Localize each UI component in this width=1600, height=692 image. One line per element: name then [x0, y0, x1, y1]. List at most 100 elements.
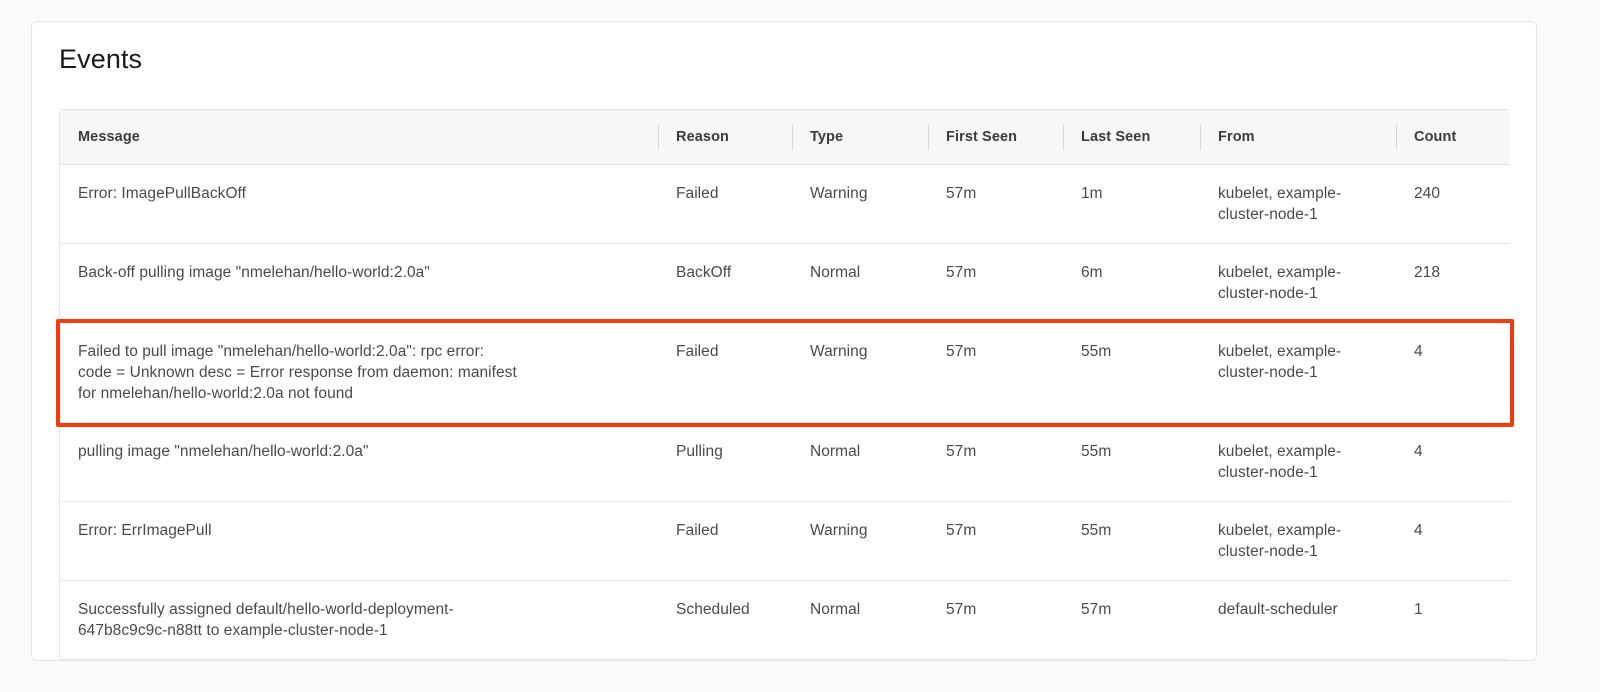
cell-count-line: 1	[1414, 600, 1423, 618]
cell-count-line: 4	[1414, 442, 1423, 460]
cell-last-seen: 55m	[1063, 422, 1200, 502]
cell-from: kubelet, example-cluster-node-1	[1200, 322, 1396, 423]
events-table-container: Message Reason Type First Seen Last Seen…	[56, 109, 1514, 661]
cell-reason: Scheduled	[658, 580, 792, 660]
table-row[interactable]: Error: ErrImagePull Failed Warning 57m 55m ku…	[60, 501, 1510, 581]
table-row[interactable]: pulling image "nmelehan/hello-world:2.0a…	[60, 422, 1510, 502]
cell-first-seen-line: 57m	[946, 263, 977, 281]
cell-reason: Pulling	[658, 422, 792, 502]
cell-reason: Failed	[658, 164, 792, 244]
cell-last-seen-line: 6m	[1081, 263, 1103, 281]
cell-from-line: cluster-node-1	[1218, 542, 1318, 560]
cell-from-line: kubelet, example-	[1218, 263, 1342, 281]
cell-reason-line: Failed	[676, 521, 719, 539]
cell-type: Normal	[792, 243, 928, 323]
cell-reason-line: BackOff	[676, 263, 732, 281]
cell-from-line: kubelet, example-	[1218, 521, 1342, 539]
cell-last-seen: 55m	[1063, 501, 1200, 581]
cell-first-seen-line: 57m	[946, 342, 977, 360]
cell-first-seen-line: 57m	[946, 521, 977, 539]
cell-reason: Failed	[658, 501, 792, 581]
cell-from-line: cluster-node-1	[1218, 463, 1318, 481]
cell-from-line: cluster-node-1	[1218, 284, 1318, 302]
cell-count: 240	[1396, 164, 1510, 244]
cell-last-seen-line: 55m	[1081, 442, 1112, 460]
cell-message: Error: ErrImagePull	[60, 501, 658, 581]
cell-type: Normal	[792, 422, 928, 502]
cell-message-line: Failed to pull image "nmelehan/hello-wor…	[78, 342, 485, 360]
cell-reason-line: Failed	[676, 184, 719, 202]
cell-count-line: 4	[1414, 521, 1423, 539]
cell-count: 4	[1396, 501, 1510, 581]
cell-count: 218	[1396, 243, 1510, 323]
cell-message-line: Successfully assigned default/hello-worl…	[78, 600, 454, 618]
cell-count-line: 4	[1414, 342, 1423, 360]
column-header-last-seen[interactable]: Last Seen	[1063, 110, 1200, 165]
table-body: Error: ImagePullBackOff Failed Warning 57m 1…	[60, 164, 1510, 660]
table-header-row: Message Reason Type First Seen Last Seen…	[60, 110, 1510, 165]
cell-message-line: for nmelehan/hello-world:2.0a not found	[78, 384, 354, 402]
cell-type-line: Warning	[810, 184, 868, 202]
cell-count: 4	[1396, 322, 1510, 423]
cell-first-seen: 57m	[928, 501, 1063, 581]
events-table: Message Reason Type First Seen Last Seen…	[60, 110, 1510, 660]
cell-reason-line: Scheduled	[676, 600, 750, 618]
column-header-reason[interactable]: Reason	[658, 110, 792, 165]
cell-last-seen: 1m	[1063, 164, 1200, 244]
cell-count-line: 218	[1414, 263, 1441, 281]
column-header-count[interactable]: Count	[1396, 110, 1510, 165]
cell-last-seen: 57m	[1063, 580, 1200, 660]
page-title: Events	[59, 44, 143, 74]
cell-first-seen: 57m	[928, 322, 1063, 423]
column-header-first-seen[interactable]: First Seen	[928, 110, 1063, 165]
cell-type: Warning	[792, 501, 928, 581]
cell-from: kubelet, example-cluster-node-1	[1200, 422, 1396, 502]
cell-last-seen-line: 1m	[1081, 184, 1103, 202]
cell-from-line: kubelet, example-	[1218, 184, 1342, 202]
cell-last-seen-line: 57m	[1081, 600, 1112, 618]
cell-count: 1	[1396, 580, 1510, 660]
cell-from-line: default-scheduler	[1218, 600, 1338, 618]
cell-first-seen: 57m	[928, 422, 1063, 502]
cell-message: Failed to pull image "nmelehan/hello-wor…	[60, 322, 658, 423]
cell-from-line: cluster-node-1	[1218, 363, 1318, 381]
cell-message: pulling image "nmelehan/hello-world:2.0a…	[60, 422, 658, 502]
table-row[interactable]: Failed to pull image "nmelehan/hello-wor…	[60, 322, 1510, 423]
cell-type-line: Normal	[810, 263, 861, 281]
cell-first-seen: 57m	[928, 243, 1063, 323]
cell-message-line: Error: ImagePullBackOff	[78, 184, 246, 202]
table-header: Message Reason Type First Seen Last Seen…	[60, 110, 1510, 165]
cell-count-line: 240	[1414, 184, 1441, 202]
cell-message: Back-off pulling image "nmelehan/hello-w…	[60, 243, 658, 323]
table-row[interactable]: Back-off pulling image "nmelehan/hello-w…	[60, 243, 1510, 323]
cell-type: Normal	[792, 580, 928, 660]
cell-reason: Failed	[658, 322, 792, 423]
cell-message-line: Error: ErrImagePull	[78, 521, 212, 539]
cell-from-line: kubelet, example-	[1218, 342, 1342, 360]
cell-first-seen: 57m	[928, 580, 1063, 660]
cell-count: 4	[1396, 422, 1510, 502]
cell-first-seen: 57m	[928, 164, 1063, 244]
column-header-type[interactable]: Type	[792, 110, 928, 165]
cell-message: Error: ImagePullBackOff	[60, 164, 658, 244]
table-row[interactable]: Error: ImagePullBackOff Failed Warning 57m 1…	[60, 164, 1510, 244]
cell-first-seen-line: 57m	[946, 600, 977, 618]
cell-last-seen: 55m	[1063, 322, 1200, 423]
table-row[interactable]: Successfully assigned default/hello-worl…	[60, 580, 1510, 660]
cell-type-line: Warning	[810, 342, 868, 360]
cell-from: kubelet, example-cluster-node-1	[1200, 501, 1396, 581]
events-card: Events Message Reason Type First Seen La…	[31, 21, 1537, 661]
cell-last-seen-line: 55m	[1081, 521, 1112, 539]
cell-type-line: Normal	[810, 442, 861, 460]
cell-first-seen-line: 57m	[946, 184, 977, 202]
cell-from: kubelet, example-cluster-node-1	[1200, 164, 1396, 244]
cell-reason-line: Failed	[676, 342, 719, 360]
column-header-from[interactable]: From	[1200, 110, 1396, 165]
cell-from-line: cluster-node-1	[1218, 205, 1318, 223]
cell-first-seen-line: 57m	[946, 442, 977, 460]
column-header-message[interactable]: Message	[60, 110, 658, 165]
cell-message: Successfully assigned default/hello-worl…	[60, 580, 658, 660]
cell-last-seen: 6m	[1063, 243, 1200, 323]
cell-reason: BackOff	[658, 243, 792, 323]
cell-type-line: Warning	[810, 521, 868, 539]
